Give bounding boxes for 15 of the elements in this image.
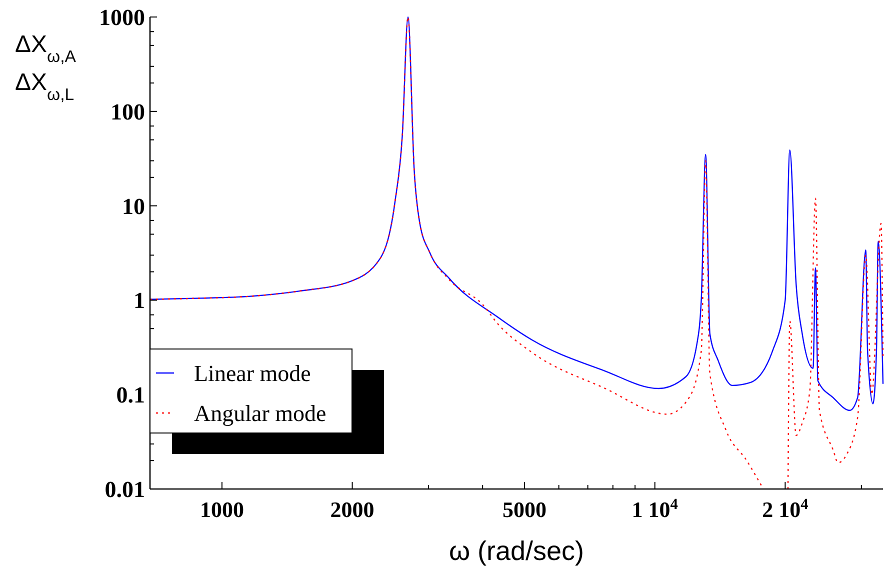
x-tick-label: 5000: [502, 497, 547, 522]
y-tick-label: 1000: [99, 5, 145, 30]
y-axis-title: ΔX$_{ω,A}$ ΔX$_{ω,L}$: [15, 31, 77, 104]
legend-label: Angular mode: [194, 401, 326, 426]
x-tick-label: 1 10$^{4}$: [632, 496, 678, 522]
y-tick-label: 0.1: [116, 382, 145, 408]
y-tick-label: 100: [110, 99, 145, 124]
x-axis-title: ω (rad/sec): [448, 536, 584, 566]
y-tick-label: 1: [134, 288, 145, 314]
legend-label: Linear mode: [194, 361, 311, 386]
x-tick-label: 2000: [330, 497, 374, 522]
x-tick-label: 1000: [200, 497, 244, 522]
y-tick-label: 10: [122, 194, 145, 219]
y-tick-label: 0.01: [104, 477, 145, 502]
x-tick-label: 2 10$^{4}$: [762, 496, 809, 522]
